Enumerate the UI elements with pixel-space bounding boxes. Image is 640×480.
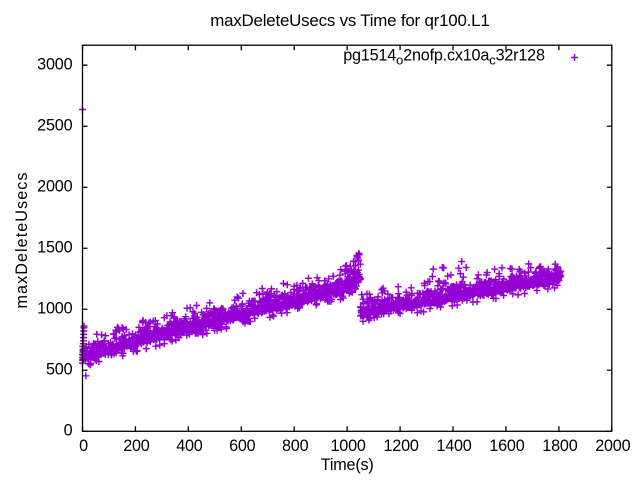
svg-text:400: 400 bbox=[176, 437, 203, 455]
svg-text:1200: 1200 bbox=[383, 437, 418, 455]
svg-text:0: 0 bbox=[79, 437, 88, 455]
svg-text:3000: 3000 bbox=[37, 56, 72, 74]
svg-text:1800: 1800 bbox=[542, 437, 577, 455]
svg-text:maxDeleteUsecs vs Time for qr1: maxDeleteUsecs vs Time for qr100.L1 bbox=[210, 11, 489, 30]
svg-text:1400: 1400 bbox=[436, 437, 471, 455]
svg-text:200: 200 bbox=[123, 437, 150, 455]
svg-text:1500: 1500 bbox=[37, 239, 72, 257]
svg-text:1600: 1600 bbox=[489, 437, 524, 455]
svg-text:maxDeleteUsecs: maxDeleteUsecs bbox=[13, 171, 31, 308]
svg-text:2000: 2000 bbox=[37, 178, 72, 196]
svg-text:pg1514o2nofp.cx10ac32r128: pg1514o2nofp.cx10ac32r128 bbox=[343, 46, 545, 67]
svg-text:800: 800 bbox=[282, 437, 309, 455]
svg-text:1000: 1000 bbox=[37, 300, 72, 318]
svg-text:500: 500 bbox=[46, 361, 73, 379]
svg-text:1000: 1000 bbox=[330, 437, 365, 455]
svg-text:2000: 2000 bbox=[595, 437, 630, 455]
svg-text:2500: 2500 bbox=[37, 117, 72, 135]
svg-text:0: 0 bbox=[64, 422, 73, 440]
svg-text:600: 600 bbox=[229, 437, 256, 455]
svg-text:Time(s): Time(s) bbox=[321, 456, 374, 474]
